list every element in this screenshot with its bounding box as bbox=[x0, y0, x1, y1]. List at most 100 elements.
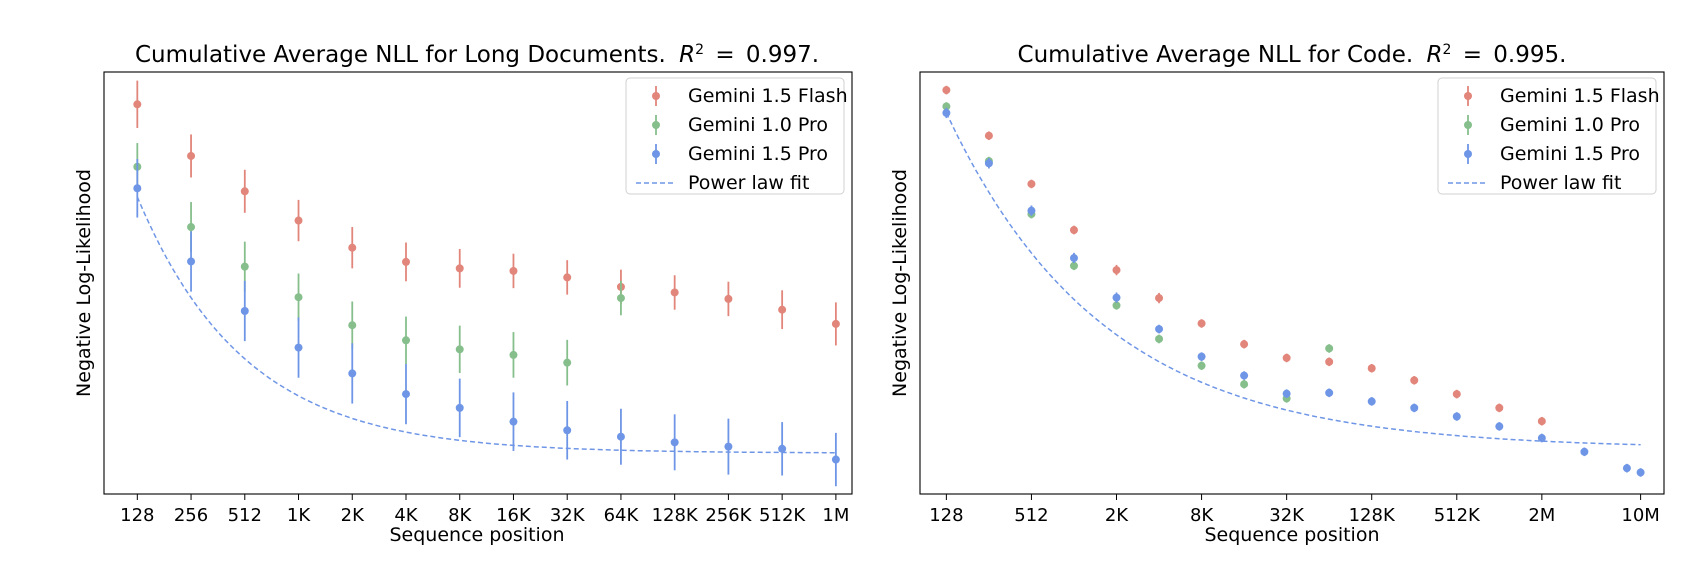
gemini-1-5-pro-point bbox=[187, 257, 196, 266]
gemini-1-5-pro-point bbox=[724, 442, 733, 451]
chart-title-main: Cumulative Average NLL for Code. bbox=[1018, 42, 1414, 68]
x-tick-label: 512 bbox=[1014, 505, 1048, 526]
gemini-1-5-pro-point bbox=[1155, 325, 1164, 334]
legend-label-gemini-1-5-flash: Gemini 1.5 Flash bbox=[1500, 85, 1660, 107]
gemini-1-5-flash-point bbox=[1112, 266, 1121, 275]
legend-swatch-gemini-1-5-flash bbox=[652, 92, 660, 100]
gemini-1-5-flash-point bbox=[1027, 179, 1036, 188]
gemini-1-5-flash-point bbox=[401, 257, 410, 266]
gemini-1-5-pro-point bbox=[1537, 434, 1546, 443]
r-squared-value: 0.995. bbox=[1493, 42, 1566, 68]
legend-label-power-law-fit: Power law fit bbox=[688, 172, 809, 194]
gemini-1-0-pro-point bbox=[1240, 380, 1249, 389]
gemini-1-5-pro-point bbox=[670, 438, 679, 447]
axes-frame bbox=[919, 71, 1665, 495]
gemini-1-5-pro-point bbox=[1112, 293, 1121, 302]
legend-label-gemini-1-5-pro: Gemini 1.5 Pro bbox=[688, 143, 828, 165]
gemini-1-5-flash-point bbox=[1495, 403, 1504, 412]
gemini-1-5-pro-point bbox=[1367, 397, 1376, 406]
gemini-1-5-flash-point bbox=[1452, 390, 1461, 399]
gemini-1-5-pro-point bbox=[1325, 388, 1334, 397]
gemini-1-5-flash-point bbox=[240, 187, 249, 196]
legend-label-gemini-1-0-pro: Gemini 1.0 Pro bbox=[1500, 114, 1640, 136]
gemini-1-5-flash-point bbox=[984, 131, 993, 140]
r-squared-symbol: R bbox=[679, 42, 695, 68]
x-tick-label: 1K bbox=[287, 505, 311, 526]
gemini-1-0-pro-point bbox=[1069, 261, 1078, 270]
gemini-1-5-flash-point bbox=[294, 216, 303, 225]
legend: Gemini 1.5 Flash Gemini 1.0 Pro Gemini 1.5… bbox=[625, 77, 848, 195]
gemini-1-5-flash-point bbox=[187, 151, 196, 160]
gemini-1-5-flash-point bbox=[348, 243, 357, 252]
gemini-1-5-pro-point bbox=[831, 455, 840, 464]
gemini-1-5-pro-point bbox=[401, 390, 410, 399]
gemini-1-5-flash-point bbox=[1069, 226, 1078, 235]
gemini-1-5-flash-point bbox=[1240, 340, 1249, 349]
legend: Gemini 1.5 Flash Gemini 1.0 Pro Gemini 1.5… bbox=[1437, 77, 1660, 195]
gemini-1-5-flash-point bbox=[670, 288, 679, 297]
legend-swatch-gemini-1-5-flash bbox=[1464, 92, 1472, 100]
x-tick-label: 128 bbox=[929, 505, 963, 526]
power-law-fit-line bbox=[945, 112, 1641, 446]
gemini-1-5-pro-point bbox=[133, 184, 142, 193]
gemini-1-5-flash-point bbox=[1537, 417, 1546, 426]
gemini-1-5-flash-point bbox=[831, 319, 840, 328]
gemini-1-5-pro-point bbox=[984, 159, 993, 168]
gemini-1-5-pro-point bbox=[1282, 389, 1291, 398]
gemini-1-0-pro-point bbox=[348, 321, 357, 330]
gemini-1-5-pro-point bbox=[1410, 403, 1419, 412]
legend-box bbox=[1437, 77, 1657, 195]
gemini-1-5-pro-point bbox=[1580, 447, 1589, 456]
chart-title-main: Cumulative Average NLL for Long Document… bbox=[135, 42, 666, 68]
legend-swatch-gemini-1-0-pro bbox=[652, 121, 660, 129]
legend-label-gemini-1-5-flash: Gemini 1.5 Flash bbox=[688, 85, 848, 107]
r-squared-equals: = bbox=[1463, 42, 1482, 68]
r-squared-equals: = bbox=[715, 42, 734, 68]
gemini-1-5-flash-point bbox=[133, 100, 142, 109]
gemini-1-5-flash-point bbox=[1325, 357, 1334, 366]
gemini-1-5-pro-point bbox=[1069, 254, 1078, 263]
axes-frame bbox=[103, 71, 853, 495]
x-tick-label: 8K bbox=[1190, 505, 1214, 526]
chart-title: Cumulative Average NLL for Code. R2 = 0.… bbox=[1018, 42, 1567, 68]
gemini-1-0-pro-point bbox=[240, 262, 249, 271]
gemini-1-0-pro-point bbox=[1325, 344, 1334, 353]
gemini-1-5-flash-point bbox=[1197, 319, 1206, 328]
x-tick-label: 64K bbox=[604, 505, 640, 526]
legend-box bbox=[625, 77, 845, 195]
gemini-1-5-pro-point bbox=[1636, 468, 1645, 477]
x-tick-label: 256 bbox=[174, 505, 208, 526]
x-tick-label: 4K bbox=[394, 505, 418, 526]
gemini-1-5-pro-point bbox=[509, 417, 518, 426]
gemini-1-0-pro-point bbox=[616, 294, 625, 303]
gemini-1-5-pro-point bbox=[778, 444, 787, 453]
x-tick-label: 512K bbox=[1434, 505, 1481, 526]
gemini-1-0-pro-point bbox=[187, 223, 196, 232]
gemini-1-5-pro-point bbox=[1622, 464, 1631, 473]
gemini-1-0-pro-point bbox=[942, 102, 951, 111]
x-tick-label: 512 bbox=[228, 505, 262, 526]
gemini-1-0-pro-point bbox=[401, 336, 410, 345]
gemini-1-5-flash-point bbox=[942, 86, 951, 95]
gemini-1-5-flash-point bbox=[509, 266, 518, 275]
x-axis-label: Sequence position bbox=[1204, 524, 1379, 546]
x-tick-label: 512K bbox=[759, 505, 806, 526]
x-tick-label: 2K bbox=[1105, 505, 1129, 526]
gemini-1-5-flash-point bbox=[724, 294, 733, 303]
gemini-1-0-pro-point bbox=[294, 293, 303, 302]
gemini-1-5-flash-point bbox=[1155, 294, 1164, 303]
gemini-1-0-pro-point bbox=[1112, 301, 1121, 310]
x-tick-label: 128 bbox=[120, 505, 154, 526]
x-tick-label: 8K bbox=[448, 505, 472, 526]
power-law-fit-line bbox=[136, 196, 836, 454]
legend-label-power-law-fit: Power law fit bbox=[1500, 172, 1621, 194]
legend-swatch-gemini-1-5-pro bbox=[1464, 150, 1472, 158]
legend-swatch-gemini-1-5-pro bbox=[652, 150, 660, 158]
legend-swatch-gemini-1-0-pro bbox=[1464, 121, 1472, 129]
gemini-1-5-pro-point bbox=[455, 403, 464, 412]
x-axis-label: Sequence position bbox=[389, 524, 564, 546]
gemini-1-5-pro-point bbox=[1027, 206, 1036, 215]
gemini-1-5-pro-point bbox=[942, 108, 951, 117]
x-tick-label: 32K bbox=[550, 505, 586, 526]
gemini-1-5-flash-point bbox=[1282, 353, 1291, 362]
